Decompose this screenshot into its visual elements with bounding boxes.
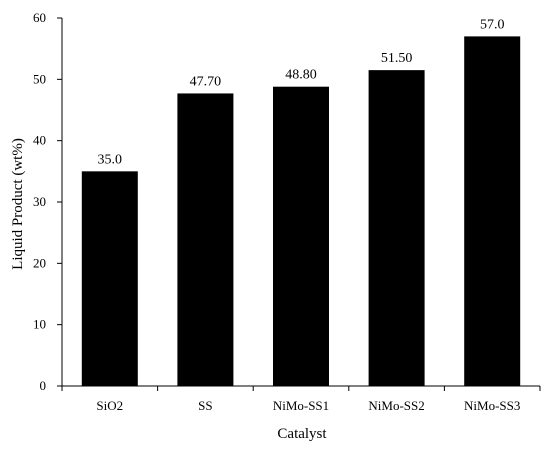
category-label: SS — [198, 398, 212, 413]
data-label: 48.80 — [285, 68, 317, 83]
bar — [81, 171, 138, 386]
bar — [368, 70, 425, 386]
y-tick-label: 0 — [40, 378, 47, 393]
bar — [464, 36, 521, 387]
category-label: NiMo-SS1 — [273, 398, 329, 413]
data-label: 51.50 — [381, 51, 413, 66]
plot-area: 0 10 20 30 40 50 60 35.0 SiO2 47.70 SS 48.80 NiMo-SS… — [33, 10, 541, 413]
y-tick-label: 50 — [33, 71, 46, 86]
data-label: 35.0 — [98, 152, 123, 167]
y-tick-label: 60 — [33, 10, 46, 25]
y-tick-label: 20 — [33, 255, 46, 270]
data-label: 57.0 — [480, 17, 505, 32]
y-tick-label: 30 — [33, 194, 46, 209]
x-axis-label: Catalyst — [277, 426, 327, 442]
category-label: NiMo-SS2 — [368, 398, 424, 413]
y-tick-label: 40 — [33, 133, 46, 148]
bar — [177, 93, 234, 386]
y-tick-label: 10 — [33, 317, 46, 332]
category-label: SiO2 — [96, 398, 123, 413]
bar — [273, 86, 329, 387]
category-label: NiMo-SS3 — [464, 398, 520, 413]
y-axis-label: Liquid Product (wt%) — [10, 138, 26, 270]
data-label: 47.70 — [190, 74, 222, 89]
